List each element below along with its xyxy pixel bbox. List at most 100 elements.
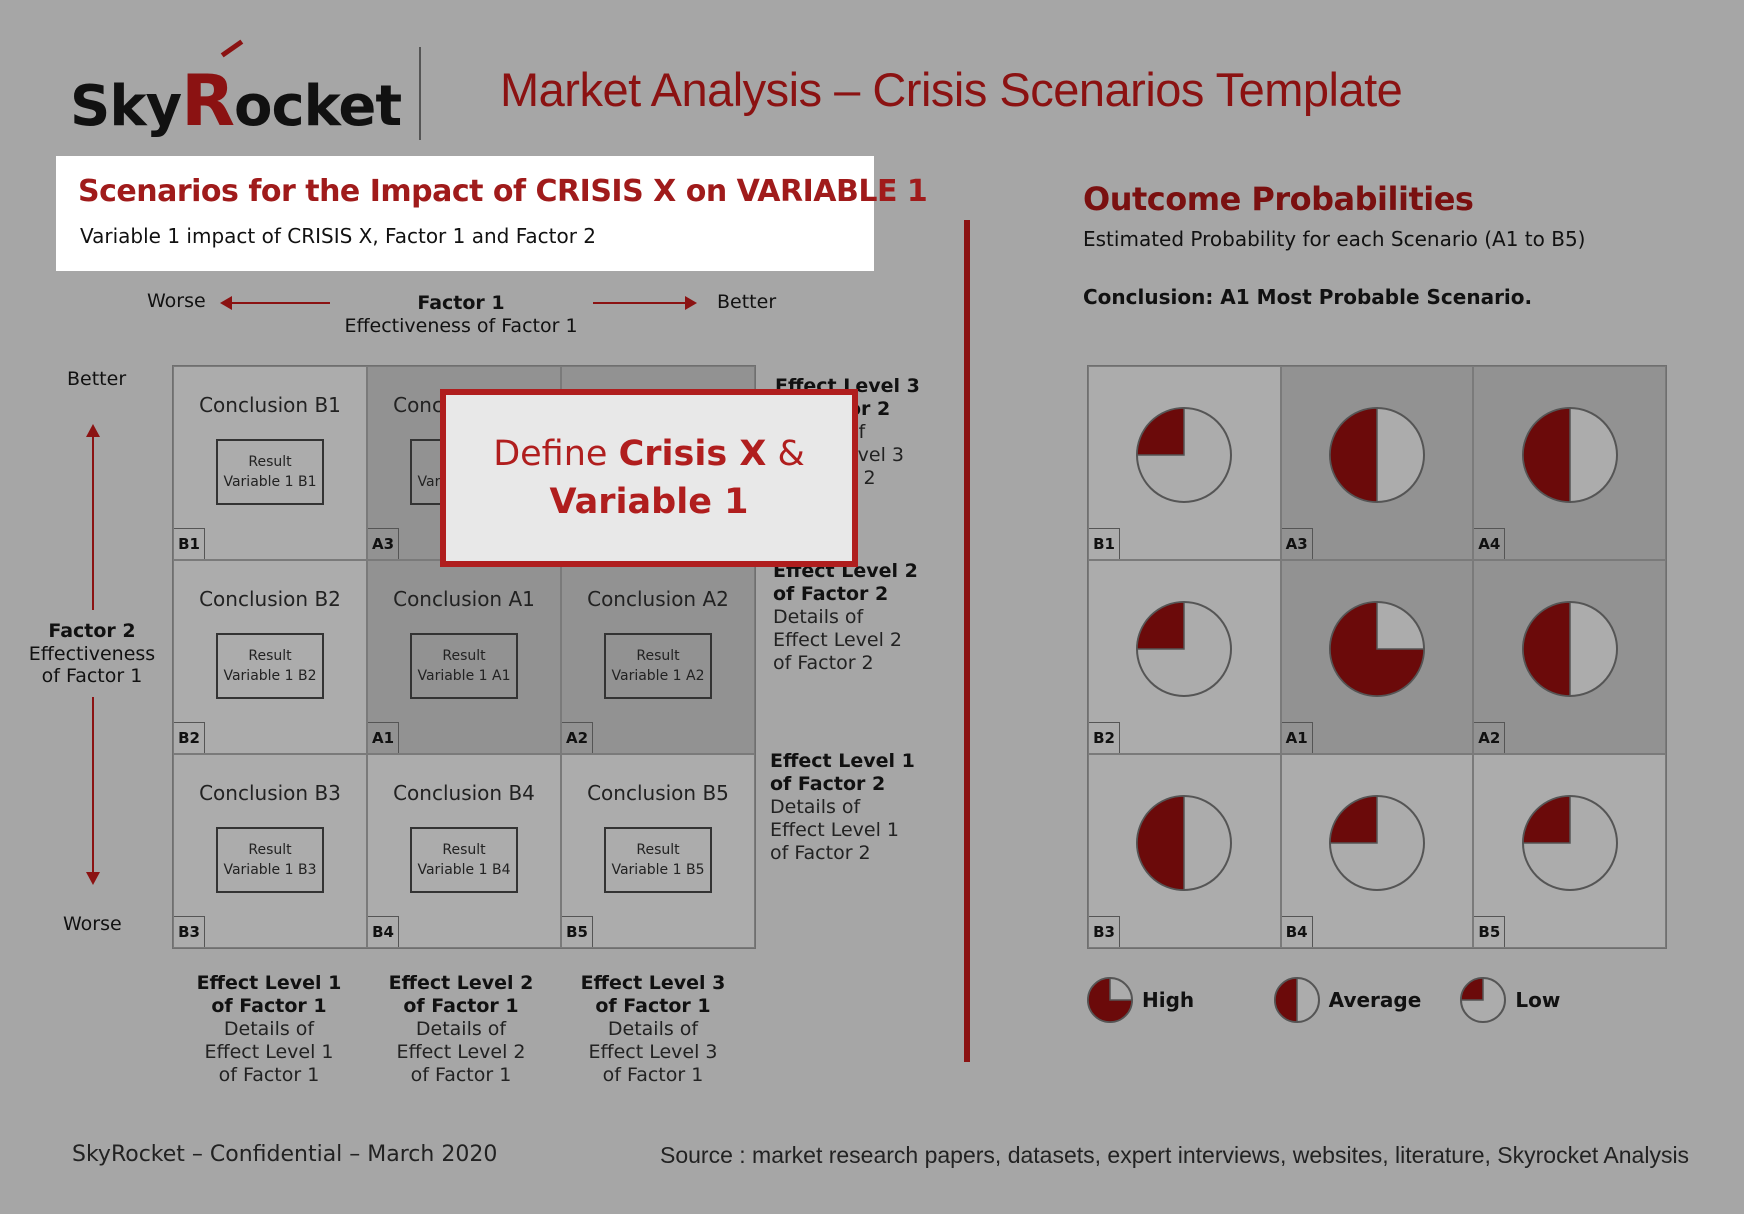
x-axis-left-arrow <box>220 296 330 310</box>
factor2-level-1-subtitle: of Factor 2 <box>770 773 886 795</box>
probability-pie <box>1087 977 1133 1023</box>
factor1-level-2-detail-3: of Factor 1 <box>410 1064 512 1086</box>
probability-cell-b4: B4 <box>1280 754 1474 948</box>
callout-amp: & <box>766 434 805 474</box>
pie-slice <box>1087 977 1133 1023</box>
factor1-level-2-subtitle: of Factor 1 <box>403 995 519 1017</box>
scenario-cell-b3: Conclusion B3 Result Variable 1 B3 B3 <box>173 754 367 948</box>
factor1-level-2-title: Effect Level 2 <box>388 972 534 994</box>
pie-wrap <box>1135 794 1233 896</box>
scenario-code-badge: B5 <box>562 916 593 947</box>
probability-cell-a1: A1 <box>1280 560 1474 754</box>
x-axis-subtitle: Effectiveness of Factor 1 <box>344 315 578 337</box>
pie-slice <box>1521 407 1571 503</box>
page-title: Market Analysis – Crisis Scenarios Templ… <box>500 63 1403 116</box>
scenario-result-variable: Variable 1 B5 <box>611 862 705 878</box>
factor1-level-3-detail-2: Effect Level 3 <box>588 1041 718 1063</box>
scenario-result-variable: Variable 1 A2 <box>611 668 705 684</box>
pie-slice <box>1136 407 1186 456</box>
probability-legend: High Average Low <box>1086 975 1646 1025</box>
scenario-conclusion: Conclusion B2 <box>199 587 341 611</box>
scenario-conclusion: Conclusion B1 <box>199 393 341 417</box>
pie-wrap <box>1328 794 1426 896</box>
pie-slice <box>1521 601 1571 697</box>
y-axis-worse-label: Worse <box>63 913 122 935</box>
callout-variable: Variable 1 <box>549 482 749 522</box>
legend-item-average: Average <box>1273 975 1460 1025</box>
skyrocket-logo: SkyRocket <box>70 39 402 142</box>
legend-label: Average <box>1328 988 1422 1012</box>
probability-cell-b1: B1 <box>1088 366 1281 560</box>
factor2-level-2-detail-3: of Factor 2 <box>773 652 874 674</box>
factor1-level-3-detail-1: Details of <box>607 1018 699 1040</box>
pie-wrap <box>1521 406 1619 508</box>
factor2-level-2-detail-1: Details of <box>773 606 864 628</box>
scenario-result-variable: Variable 1 B2 <box>223 668 317 684</box>
probability-pie <box>1136 601 1233 698</box>
pie-slice <box>1136 795 1186 891</box>
factor1-level-3-subtitle: of Factor 1 <box>595 995 711 1017</box>
footer-confidential: SkyRocket – Confidential – March 2020 <box>72 1142 498 1167</box>
scenario-code-badge: A1 <box>368 722 399 753</box>
outcome-title: Outcome Probabilities <box>1083 180 1474 218</box>
probability-pie <box>1521 795 1618 892</box>
scenario-conclusion: Conclusion A2 <box>587 587 729 611</box>
probability-code-badge: B5 <box>1474 916 1506 947</box>
outcome-subtitle: Estimated Probability for each Scenario … <box>1083 227 1586 251</box>
scenario-result-label: Result <box>248 648 292 664</box>
factor2-level-2-detail-2: Effect Level 2 <box>773 629 903 651</box>
scenario-cell-b5: Conclusion B5 Result Variable 1 B5 B5 <box>561 754 755 948</box>
probability-code-badge: B3 <box>1089 916 1120 947</box>
probability-pie <box>1521 407 1618 504</box>
scenario-result-label: Result <box>636 842 680 858</box>
logo-accent-mark <box>220 39 244 58</box>
scenario-result-box: Result Variable 1 B1 <box>216 439 324 505</box>
scenario-result-variable: Variable 1 B3 <box>223 862 317 878</box>
scenario-code-badge: B1 <box>174 528 205 559</box>
factor1-level-2-detail-1: Details of <box>415 1018 507 1040</box>
factor1-level-1-detail-3: of Factor 1 <box>218 1064 320 1086</box>
scenario-result-box: Result Variable 1 B3 <box>216 827 324 893</box>
section-divider <box>964 220 970 1062</box>
pie-slice <box>1273 977 1298 1023</box>
legend-label: High <box>1142 988 1195 1012</box>
callout-line-2: Variable 1 <box>550 478 749 526</box>
outcome-conclusion: Conclusion: A1 Most Probable Scenario. <box>1083 285 1533 309</box>
scenario-conclusion: Conclusion A1 <box>393 587 535 611</box>
scenario-result-label: Result <box>636 648 680 664</box>
probability-code-badge: A1 <box>1281 722 1313 753</box>
probability-grid: B1 A3 A4 B2 A1 A2 B3 B4 B5 <box>1087 365 1667 949</box>
y-axis-down-arrow <box>86 697 100 885</box>
scenario-conclusion: Conclusion B4 <box>393 781 535 805</box>
scenario-code-badge: B3 <box>174 916 205 947</box>
factor1-level-1: Effect Level 1 of Factor 1 Details of Ef… <box>172 972 366 1087</box>
factor2-level-1-title: Effect Level 1 <box>770 750 915 772</box>
pie-slice <box>1329 795 1378 844</box>
scenario-result-label: Result <box>248 842 292 858</box>
pie-slice <box>1329 407 1378 503</box>
factor1-level-1-detail-2: Effect Level 1 <box>204 1041 334 1063</box>
factor2-level-2: Effect Level 2 of Factor 2 Details of Ef… <box>773 560 918 675</box>
factor2-level-1-detail-3: of Factor 2 <box>770 842 871 864</box>
factor1-level-3-detail-3: of Factor 1 <box>602 1064 704 1086</box>
logo-wordmark: SkyRocket <box>70 60 402 142</box>
factor1-level-2-detail-2: Effect Level 2 <box>396 1041 526 1063</box>
probability-code-badge: B4 <box>1281 916 1313 947</box>
scenario-result-variable: Variable 1 B4 <box>417 862 511 878</box>
scenario-code-badge: B4 <box>368 916 399 947</box>
x-axis-better-label: Better <box>717 291 777 313</box>
y-axis-subtitle-1: Effectiveness <box>28 643 156 665</box>
factor2-level-2-subtitle: of Factor 2 <box>773 583 889 605</box>
y-axis-title: Factor 2 <box>48 620 136 642</box>
scenario-conclusion: Conclusion B3 <box>199 781 341 805</box>
factor1-level-2: Effect Level 2 of Factor 1 Details of Ef… <box>364 972 558 1087</box>
define-crisis-callout: Define Crisis X & Variable 1 <box>440 389 858 567</box>
logo-part-sky: Sky <box>70 74 182 139</box>
scenario-cell-a1: Conclusion A1 Result Variable 1 A1 A1 <box>367 560 561 754</box>
scenario-conclusion: Conclusion B5 <box>587 781 729 805</box>
probability-pie <box>1136 407 1233 504</box>
callout-crisis: Crisis X <box>618 434 767 474</box>
probability-code-badge: A2 <box>1474 722 1506 753</box>
probability-code-badge: B1 <box>1089 528 1120 559</box>
scenario-code-badge: A3 <box>368 528 399 559</box>
